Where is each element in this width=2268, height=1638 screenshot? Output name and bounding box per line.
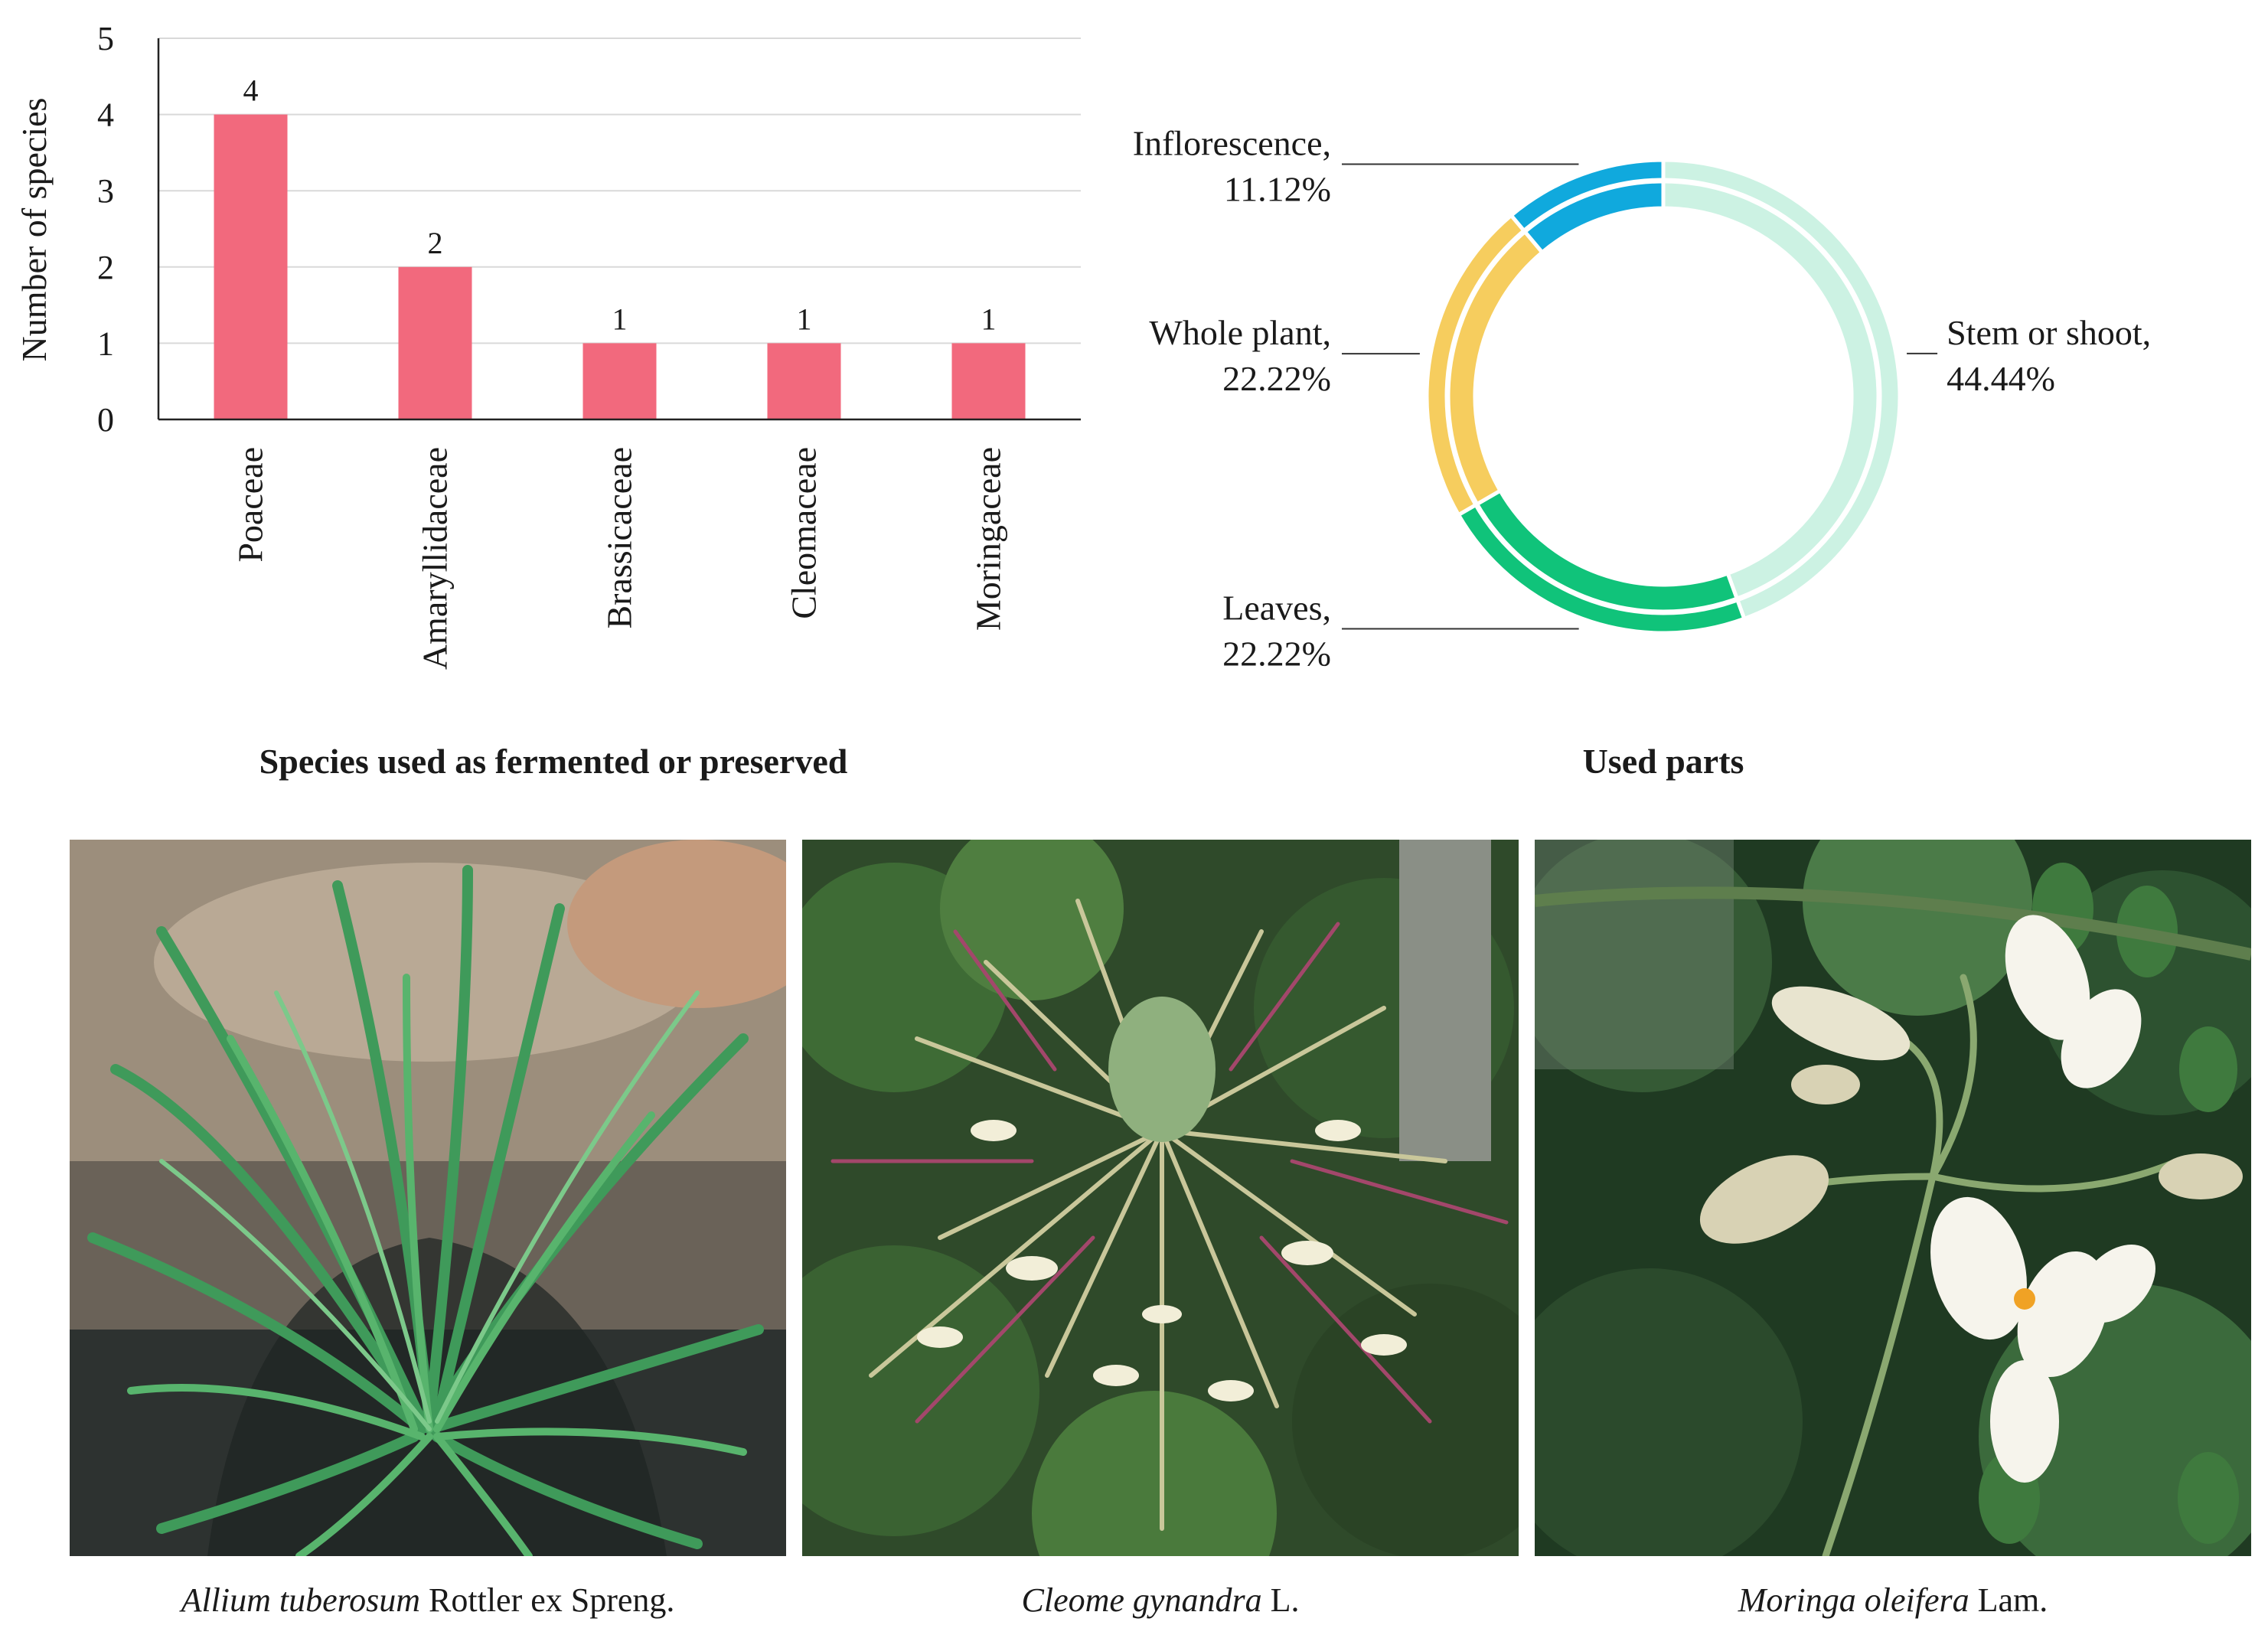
moringa-photo bbox=[1535, 840, 2251, 1556]
bar-x-tick-label: Poaceae bbox=[231, 447, 270, 563]
bar-data-label: 1 bbox=[797, 302, 812, 336]
bar-moringaceae bbox=[951, 343, 1026, 419]
bar-cleomaceae bbox=[767, 343, 841, 419]
bar-y-tick-label: 1 bbox=[97, 325, 114, 362]
donut-value-stem-or-shoot: 44.44% bbox=[1947, 359, 2055, 398]
donut-value-leaves: 22.22% bbox=[1222, 635, 1331, 674]
donut-slices bbox=[1424, 158, 1902, 635]
bar-x-tick-label: Moringaceae bbox=[969, 447, 1008, 631]
bar-y-axis-label: Number of species bbox=[15, 98, 54, 362]
donut-chart: Stem or shoot, 44.44% Leaves, 22.22% Whole p… bbox=[1133, 124, 2151, 781]
donut-slice-stem-or-shoot bbox=[1661, 158, 1902, 622]
bar-data-label: 1 bbox=[981, 302, 997, 336]
bar-chart-title: Species used as fermented or preserved bbox=[259, 742, 848, 781]
bar-poaceae bbox=[214, 114, 288, 419]
bar-gridlines bbox=[158, 38, 1081, 344]
cleome-caption: Cleome gynandra L. bbox=[802, 1581, 1519, 1620]
bar-chart: 0 1 2 3 4 5 4 2 1 1 1 Poaceae Amaryllidaceae Brassi… bbox=[15, 20, 1081, 781]
donut-label-whole-plant: Whole plant, bbox=[1149, 313, 1331, 352]
moringa-caption-authority: Lam. bbox=[1969, 1581, 2048, 1619]
bar-y-tick-labels: 0 1 2 3 4 5 bbox=[97, 20, 114, 439]
bar-y-tick-label: 5 bbox=[97, 20, 114, 57]
bar-y-tick-label: 3 bbox=[97, 172, 114, 210]
bar-data-label: 1 bbox=[612, 302, 628, 336]
bar-x-tick-label: Amaryllidaceae bbox=[416, 447, 455, 670]
moringa-caption-species: Moringa oleifera bbox=[1738, 1581, 1969, 1619]
bar-amaryllidaceae bbox=[398, 266, 472, 419]
donut-value-inflorescence: 11.12% bbox=[1224, 170, 1331, 209]
bar-data-labels: 4 2 1 1 1 bbox=[243, 73, 997, 337]
bar-x-tick-label: Brassicaceae bbox=[600, 447, 639, 629]
donut-value-whole-plant: 22.22% bbox=[1222, 359, 1331, 398]
bar-x-tick-label: Cleomaceae bbox=[785, 447, 824, 619]
donut-label-stem-or-shoot: Stem or shoot, bbox=[1947, 313, 2151, 352]
bar-x-tick-labels: Poaceae Amaryllidaceae Brassicaceae Cleomac… bbox=[231, 447, 1008, 670]
bar-data-label: 2 bbox=[428, 226, 443, 260]
bar-brassicaceae bbox=[583, 343, 657, 419]
bar-series bbox=[214, 114, 1026, 419]
donut-chart-title: Used parts bbox=[1583, 742, 1744, 781]
moringa-caption: Moringa oleifera Lam. bbox=[1535, 1581, 2251, 1620]
allium-caption-species: Allium tuberosum bbox=[181, 1581, 421, 1619]
cleome-photo bbox=[802, 840, 1519, 1556]
donut-label-leaves: Leaves, bbox=[1222, 589, 1331, 628]
allium-photo bbox=[70, 840, 786, 1556]
bar-y-tick-label: 4 bbox=[97, 96, 114, 134]
donut-slice-whole-plant bbox=[1424, 212, 1545, 518]
bar-y-tick-label: 2 bbox=[97, 249, 114, 286]
donut-slice-inflorescence bbox=[1508, 158, 1666, 256]
donut-label-inflorescence: Inflorescence, bbox=[1133, 124, 1331, 163]
bar-y-tick-label: 0 bbox=[97, 401, 114, 439]
allium-caption-authority: Rottler ex Spreng. bbox=[420, 1581, 675, 1619]
donut-inner-separator bbox=[1444, 178, 1882, 615]
allium-caption: Allium tuberosum Rottler ex Spreng. bbox=[70, 1581, 786, 1620]
bar-data-label: 4 bbox=[243, 73, 259, 108]
cleome-caption-species: Cleome gynandra bbox=[1021, 1581, 1262, 1619]
donut-slice-labels: Stem or shoot, 44.44% Leaves, 22.22% Whole p… bbox=[1133, 124, 2151, 674]
cleome-caption-authority: L. bbox=[1261, 1581, 1300, 1619]
